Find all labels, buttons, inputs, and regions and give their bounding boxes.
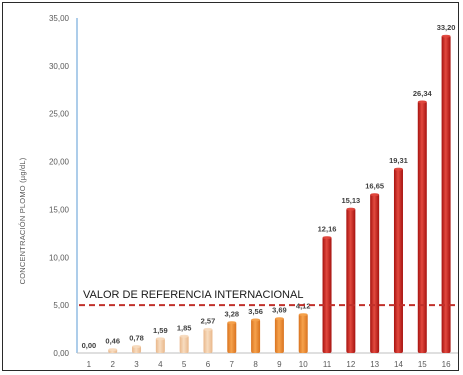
x-tick-label: 1 [87, 360, 92, 369]
y-axis-label: CONCENTRACIÓN PLOMO (µg/dL) [18, 157, 27, 284]
bar [370, 193, 380, 353]
x-tick-label: 9 [277, 360, 282, 369]
bar-cap [346, 207, 356, 211]
bar-cap [370, 193, 380, 197]
bar [227, 321, 237, 353]
data-label: 1,59 [153, 326, 168, 335]
bar-chart: CONCENTRACIÓN PLOMO (µg/dL) 0,005,0010,0… [18, 14, 458, 369]
bar-cap [441, 34, 451, 38]
y-tick-label: 30,00 [49, 62, 70, 71]
data-label: 12,16 [318, 225, 337, 234]
data-label: 19,31 [389, 156, 408, 165]
bar [346, 208, 356, 353]
data-label: 3,69 [272, 306, 287, 315]
chart-frame: CONCENTRACIÓN PLOMO (µg/dL) 0,00 5,00 10,0… [2, 2, 459, 371]
bar-cap [274, 317, 284, 321]
reference-line-label: VALOR DE REFERENCIA INTERNACIONAL [83, 289, 303, 301]
data-label: 16,65 [365, 182, 384, 191]
x-tick-label: 13 [370, 360, 379, 369]
x-tick-label: 14 [394, 360, 403, 369]
data-label: 0,46 [105, 337, 120, 346]
bar-cap [298, 313, 308, 317]
y-tick-label: 20,00 [49, 158, 70, 167]
x-tick-label: 4 [158, 360, 163, 369]
y-tick-label: 0,00 [53, 349, 69, 358]
y-axis-ticks: 0,00 5,00 10,00 15,00 20,00 25,00 30,00 35,00 [49, 14, 70, 358]
y-tick-label: 35,00 [49, 14, 70, 23]
x-tick-label: 5 [182, 360, 187, 369]
bar-cap [251, 318, 261, 322]
x-tick-label: 6 [206, 360, 211, 369]
data-label: 3,28 [224, 310, 239, 319]
x-tick-label: 8 [253, 360, 258, 369]
y-tick-label: 5,00 [53, 301, 69, 310]
bar-cap [322, 236, 332, 240]
bar [251, 318, 261, 353]
bar [441, 35, 451, 353]
x-tick-label: 2 [110, 360, 115, 369]
bar-cap [417, 100, 427, 104]
bar-cap [108, 348, 118, 352]
x-tick-label: 15 [418, 360, 427, 369]
bar-cap [155, 337, 165, 341]
bar [322, 236, 332, 353]
y-tick-label: 15,00 [49, 205, 70, 214]
bar-cap [179, 334, 189, 338]
data-label: 3,56 [248, 307, 263, 316]
data-label: 0,78 [129, 334, 144, 343]
x-tick-label: 3 [134, 360, 139, 369]
x-tick-label: 16 [442, 360, 451, 369]
x-tick-label: 12 [346, 360, 355, 369]
data-labels: 0,000,460,781,591,852,573,283,563,694,12… [82, 23, 456, 350]
data-label: 33,20 [437, 23, 456, 32]
data-label: 0,00 [82, 341, 97, 350]
bar [417, 100, 427, 353]
bar-cap [203, 327, 213, 331]
bar [179, 335, 189, 353]
data-label: 1,85 [177, 323, 192, 332]
x-tick-label: 7 [230, 360, 235, 369]
bar [274, 317, 284, 353]
x-tick-label: 11 [323, 360, 332, 369]
y-tick-label: 25,00 [49, 110, 70, 119]
bar-cap [393, 167, 403, 171]
bar [155, 337, 165, 353]
bar-cap [132, 345, 142, 349]
bars [108, 34, 451, 353]
data-label: 2,57 [201, 316, 216, 325]
data-label: 15,13 [341, 196, 360, 205]
x-tick-label: 10 [299, 360, 308, 369]
bar [203, 328, 213, 353]
data-label: 26,34 [413, 89, 433, 98]
x-axis-ticks: 1 2 3 4 5 6 7 8 9 10 11 12 13 14 15 16 [87, 360, 451, 369]
bar [298, 313, 308, 353]
bar [393, 168, 403, 353]
y-tick-label: 10,00 [49, 253, 70, 262]
bar-cap [227, 321, 237, 325]
